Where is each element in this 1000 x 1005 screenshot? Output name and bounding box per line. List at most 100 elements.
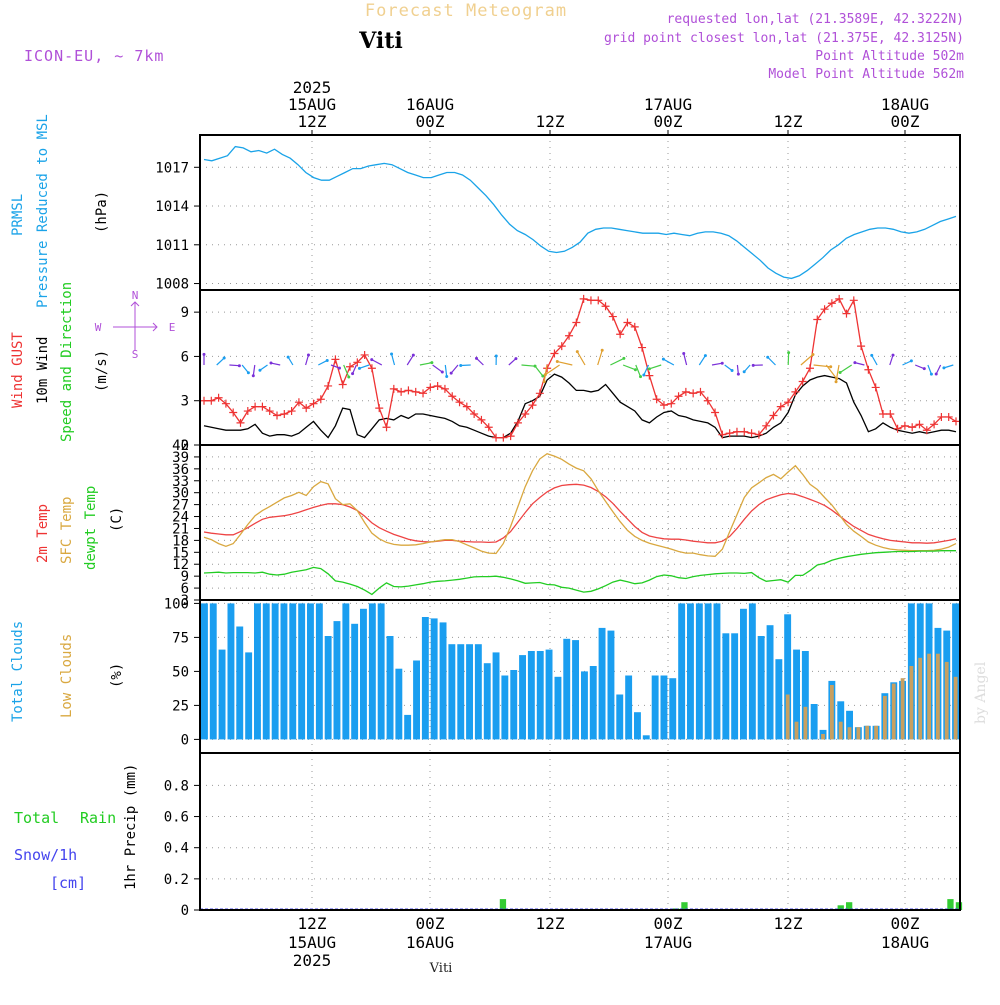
wind-arrow-head-icon: [731, 369, 734, 372]
wind-arrow-head-icon: [829, 365, 832, 368]
panel-frame-clouds: [200, 600, 960, 753]
low-cloud-bar: [874, 726, 878, 740]
total-cloud-bar: [705, 603, 712, 739]
total-cloud-bar: [563, 639, 570, 740]
total-cloud-bar: [643, 735, 650, 739]
y-tick-label: 75: [172, 630, 189, 646]
panel-frame-precip: [200, 753, 960, 910]
total-cloud-bar: [590, 666, 597, 739]
low-cloud-bar: [830, 685, 834, 739]
wind-arrow-icon: [712, 363, 722, 365]
y-tick-label: 100: [164, 596, 189, 612]
gust-point: [894, 425, 902, 433]
gust-point: [266, 407, 274, 415]
y-tick-label: 1011: [155, 238, 189, 254]
total-cloud-bar: [546, 650, 553, 740]
wind-arrow-head-icon: [544, 373, 547, 376]
bottom-hour-label: 12Z: [298, 914, 327, 933]
wind-arrow-head-icon: [923, 367, 926, 370]
gust-point: [835, 295, 843, 303]
bottom-day-label: 15AUG: [288, 933, 336, 952]
watermark: by Angel: [973, 661, 989, 724]
wind-arrow-head-icon: [930, 373, 933, 376]
chart-title: Forecast Meteogram: [365, 1, 567, 21]
y-tick-label: 0.6: [164, 810, 189, 826]
gust-point: [886, 410, 894, 418]
wind-arrow-icon: [229, 365, 239, 366]
requested-coords: requested lon,lat (21.3589E, 42.3222N): [667, 12, 964, 27]
wind-arrow-head-icon: [752, 364, 755, 367]
wind-arrow-icon: [522, 365, 536, 366]
wind-arrow-icon: [359, 365, 369, 368]
total-cloud-bar: [616, 695, 623, 740]
total-label: Total: [14, 809, 59, 827]
wind-arrow-head-icon: [622, 357, 625, 360]
gust-point: [908, 423, 916, 431]
total-cloud-bar: [316, 603, 323, 739]
y-tick-label: 3: [181, 394, 189, 410]
gust-point: [346, 363, 354, 371]
total-cloud-bar: [378, 603, 385, 739]
wind-label: 10m Wind: [35, 337, 51, 404]
total-cloud-bar: [555, 677, 562, 740]
gust-point: [872, 383, 880, 391]
wind-arrow-icon: [663, 359, 673, 365]
wind-arrow-head-icon: [639, 375, 642, 378]
wind-arrow-head-icon: [270, 362, 273, 365]
low-cloud-bar: [865, 726, 869, 740]
gust-point: [623, 318, 631, 326]
low-cloud-bar: [936, 654, 940, 740]
wind-arrow-head-icon: [338, 367, 341, 370]
total-cloud-bar: [334, 621, 341, 739]
t2m-label: 2m Temp: [35, 504, 51, 563]
y-tick-label: 42: [172, 438, 189, 454]
footer-station: Viti: [429, 961, 453, 976]
gust-point: [317, 395, 325, 403]
y-tick-label: 25: [172, 698, 189, 714]
total-cloud-bar: [431, 618, 438, 739]
wind-arrow-head-icon: [459, 364, 462, 367]
total-cloud-bar: [501, 676, 508, 740]
wind-arrow-icon: [684, 354, 687, 365]
bottom-hour-label: 12Z: [536, 914, 565, 933]
y-tick-label: 50: [172, 664, 189, 680]
gust-point: [390, 385, 398, 393]
gridpoint-coords: grid point closest lon,lat (21.375E, 42.…: [604, 31, 964, 46]
total-cloud-bar: [731, 633, 738, 739]
wind-arrow-icon: [623, 365, 635, 370]
gust-point: [609, 313, 617, 321]
wind-arrow-head-icon: [390, 352, 393, 355]
model-altitude: Model Point Altitude 562m: [768, 67, 964, 82]
low-clouds-label: Low Clouds: [59, 634, 75, 718]
wind-arrow-head-icon: [634, 368, 637, 371]
bottom-hour-label: 00Z: [891, 914, 920, 933]
wind-arrow-head-icon: [648, 367, 651, 370]
total-cloud-bar: [687, 603, 694, 739]
wind-arrow-head-icon: [347, 375, 350, 378]
wind-arrow-head-icon: [445, 375, 448, 378]
total-cloud-bar: [696, 603, 703, 739]
wind-arrow-icon: [445, 365, 446, 377]
bottom-year-label: 2025: [293, 951, 332, 970]
low-cloud-bar: [910, 666, 914, 739]
gust-point: [383, 423, 391, 431]
wind-arrow-head-icon: [495, 355, 498, 358]
gust-point: [645, 372, 653, 380]
wind-arrow-head-icon: [811, 353, 814, 356]
station-name: Viti: [358, 28, 403, 54]
wind-arrow-icon: [451, 365, 458, 373]
wind-arrow-head-icon: [870, 354, 873, 357]
wind-arrow-head-icon: [541, 375, 544, 378]
top-hour-label: 12Z: [298, 112, 327, 131]
wind-arrow-head-icon: [942, 366, 945, 369]
y-tick-label: 0.4: [164, 841, 189, 857]
total-cloud-bar: [219, 650, 226, 740]
wind-speed-line: [204, 374, 956, 438]
y-tick-label: 1014: [155, 199, 189, 215]
wind-arrow-head-icon: [601, 349, 604, 352]
wind-arrow-head-icon: [556, 360, 559, 363]
wind-arrow-icon: [420, 363, 432, 365]
gust-point: [733, 428, 741, 436]
total-cloud-bar: [722, 633, 729, 739]
